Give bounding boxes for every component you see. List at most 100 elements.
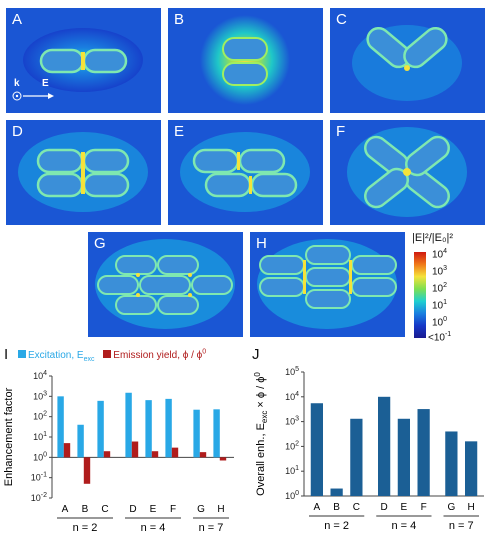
- x-tick-label: D: [129, 504, 136, 515]
- y-tick-label: 100: [285, 490, 299, 501]
- x-tick-label: F: [170, 504, 176, 515]
- bar-excitation-G: [193, 409, 200, 458]
- panel-i-label: I: [4, 346, 9, 363]
- y-tick-label: 101: [285, 465, 299, 476]
- x-tick-label: D: [381, 502, 388, 513]
- bar-emission-F: [171, 447, 179, 458]
- field-map-g: [88, 232, 243, 337]
- group-label: n = 7: [199, 522, 224, 534]
- bar-emission-C: [103, 451, 111, 458]
- y-tick-label: 101: [33, 431, 47, 442]
- x-tick-label: G: [447, 502, 455, 513]
- panel-label: C: [336, 11, 347, 28]
- bar-overall-E: [397, 418, 410, 496]
- bar-emission-G: [199, 452, 207, 458]
- x-tick-label: H: [217, 504, 224, 515]
- x-tick-label: A: [314, 502, 321, 513]
- y-tick-label: 102: [285, 440, 299, 451]
- field-map-e: [168, 120, 323, 225]
- y-axis-label: Enhancement factor: [3, 387, 15, 486]
- bar-excitation-C: [97, 400, 104, 458]
- bar-emission-H: [219, 457, 227, 461]
- k-vector-label: k: [14, 78, 20, 89]
- bar-overall-H: [465, 441, 478, 496]
- x-tick-label: B: [82, 504, 89, 515]
- panel-e: E: [168, 120, 323, 225]
- colorbar-tick: 104: [432, 248, 448, 261]
- bar-excitation-F: [165, 398, 172, 458]
- k-e-arrow-icon: [12, 91, 54, 101]
- colorbar-tick: <10-1: [428, 331, 452, 344]
- bar-overall-C: [350, 418, 363, 496]
- y-tick-label: 10-1: [31, 472, 47, 483]
- field-map-b: [168, 8, 323, 113]
- colorbar: |E|²/|E₀|² 104 103 102 101 100 <10-1: [410, 232, 488, 344]
- field-map-f: [330, 120, 485, 225]
- x-tick-label: G: [197, 504, 205, 515]
- y-tick-label: 100: [33, 451, 47, 462]
- panel-a: A k E: [6, 8, 161, 113]
- field-map-c: [330, 8, 485, 113]
- y-tick-label: 103: [33, 390, 47, 401]
- panel-f: F: [330, 120, 485, 225]
- bar-emission-B: [83, 457, 91, 484]
- y-tick-label: 10-2: [31, 492, 47, 503]
- panel-label: H: [256, 235, 267, 252]
- bar-excitation-D: [125, 392, 132, 458]
- panel-b: B: [168, 8, 323, 113]
- x-tick-label: F: [421, 502, 427, 513]
- x-tick-label: H: [468, 502, 475, 513]
- group-label: n = 2: [73, 522, 98, 534]
- colorbar-gradient: [414, 252, 426, 338]
- x-tick-label: A: [62, 504, 69, 515]
- field-map-h: [250, 232, 405, 337]
- bar-overall-D: [378, 396, 391, 496]
- bar-overall-B: [330, 488, 343, 496]
- chart-j: 100 101 102 103 104 105 Overall enh., Eexc × ϕ…: [253, 366, 484, 532]
- y-tick-label: 104: [33, 370, 47, 381]
- y-tick-label: 102: [33, 411, 47, 422]
- chart-i-legend: Excitation, Eexc Emission yield, ϕ / ϕ0: [18, 349, 206, 363]
- panel-label: G: [94, 235, 106, 252]
- panel-label: A: [12, 11, 23, 28]
- legend-excitation: Excitation, Eexc: [28, 350, 95, 364]
- panel-j-label: J: [252, 346, 260, 363]
- bar-emission-E: [151, 451, 159, 458]
- x-tick-label: E: [401, 502, 408, 513]
- panel-label: B: [174, 11, 185, 28]
- group-label: n = 4: [391, 520, 416, 532]
- bar-excitation-A: [57, 396, 64, 458]
- panel-label: D: [12, 123, 23, 140]
- bar-overall-F: [417, 409, 430, 496]
- panel-c: C: [330, 8, 485, 113]
- bar-emission-A: [63, 443, 71, 458]
- bar-excitation-H: [213, 409, 220, 458]
- y-tick-label: 103: [285, 416, 299, 427]
- bar-overall-G: [445, 431, 458, 496]
- bar-emission-D: [131, 441, 139, 458]
- colorbar-tick: 102: [432, 282, 448, 295]
- colorbar-tick: 100: [432, 316, 448, 329]
- legend-swatch-emission: [103, 350, 112, 359]
- y-tick-label: 105: [285, 366, 299, 377]
- panel-g: G: [88, 232, 243, 337]
- legend-swatch-excitation: [18, 350, 26, 359]
- group-label: n = 2: [324, 520, 349, 532]
- bar-overall-A: [310, 403, 323, 496]
- panel-label: E: [174, 123, 185, 140]
- colorbar-tick: 101: [432, 299, 448, 312]
- e-field-label: E: [42, 78, 49, 89]
- y-axis-label: Overall enh., Eexc × ϕ / ϕ0: [253, 372, 269, 496]
- colorbar-title: |E|²/|E₀|²: [412, 232, 454, 244]
- colorbar-tick: 103: [432, 265, 448, 278]
- x-tick-label: C: [353, 502, 360, 513]
- x-tick-label: E: [150, 504, 157, 515]
- x-tick-label: B: [333, 502, 340, 513]
- panel-d: D: [6, 120, 161, 225]
- bar-excitation-E: [145, 400, 152, 458]
- panel-h: H: [250, 232, 405, 337]
- chart-i: 10-2 10-1 100 101 102 103 104 Enhancement facto…: [3, 370, 234, 534]
- field-map-d: [6, 120, 161, 225]
- panel-label: F: [336, 123, 346, 140]
- x-tick-label: C: [101, 504, 108, 515]
